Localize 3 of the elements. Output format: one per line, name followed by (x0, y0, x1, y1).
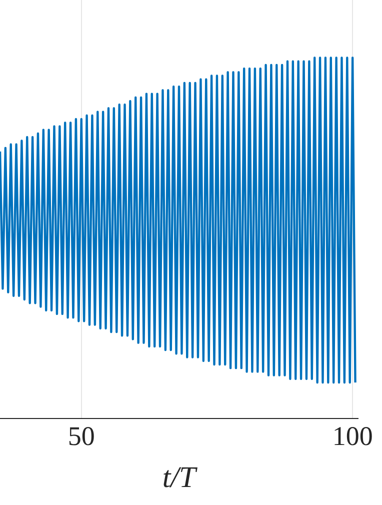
x-axis-title: t/T (162, 460, 198, 494)
x-tick-label: 100 (332, 420, 373, 451)
x-tick-label: 50 (68, 420, 95, 451)
